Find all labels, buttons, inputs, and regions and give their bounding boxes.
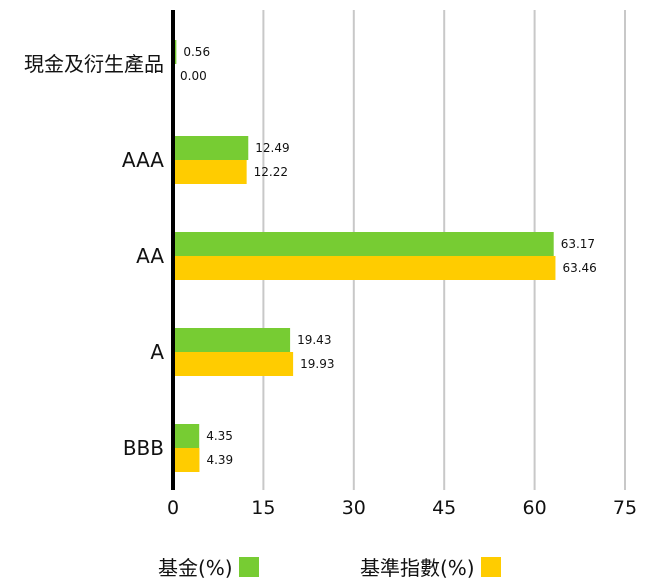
- data-label: 0.00: [180, 69, 207, 83]
- data-label: 19.93: [300, 357, 334, 371]
- data-label: 63.17: [561, 237, 595, 251]
- x-tick-label: 0: [167, 497, 179, 519]
- data-label: 12.49: [255, 141, 289, 155]
- data-label: 19.43: [297, 333, 331, 347]
- x-tick-labels: 0 15 30 45 60 75: [167, 497, 637, 519]
- legend-label-fund: 基金(%): [158, 556, 233, 580]
- x-tick-label: 30: [342, 497, 366, 519]
- category-label: A: [150, 340, 164, 364]
- data-label: 4.35: [206, 429, 233, 443]
- category-label: AAA: [122, 148, 164, 172]
- data-label: 63.46: [562, 261, 596, 275]
- x-tick-label: 60: [523, 497, 547, 519]
- bar-fund: [173, 232, 554, 256]
- x-tick-label: 75: [613, 497, 637, 519]
- legend-item-benchmark: 基準指數(%): [360, 552, 501, 581]
- bar-benchmark: [173, 256, 556, 280]
- x-tick-label: 15: [251, 497, 275, 519]
- bar-benchmark: [173, 160, 247, 184]
- x-tick-label: 45: [432, 497, 456, 519]
- data-label: 4.39: [206, 453, 233, 467]
- category-label: BBB: [123, 436, 164, 460]
- category-label: AA: [136, 244, 164, 268]
- category-label: 現金及衍生產品: [24, 52, 164, 76]
- bar-fund: [173, 328, 291, 352]
- legend-swatch-fund: [238, 556, 259, 577]
- data-label: 0.56: [183, 45, 210, 59]
- bar-benchmark: [173, 448, 200, 472]
- bars: [173, 40, 556, 472]
- legend-swatch-benchmark: [480, 556, 501, 577]
- data-label: 12.22: [254, 165, 288, 179]
- bar-fund: [173, 424, 200, 448]
- legend-item-fund: 基金(%): [158, 552, 259, 581]
- legend-label-benchmark: 基準指數(%): [360, 556, 475, 580]
- bar-benchmark: [173, 352, 294, 376]
- bar-fund: [173, 136, 249, 160]
- value-labels: 0.56 12.49 63.17 19.43 4.35 0.00 12.22 63.46 19.…: [180, 45, 597, 467]
